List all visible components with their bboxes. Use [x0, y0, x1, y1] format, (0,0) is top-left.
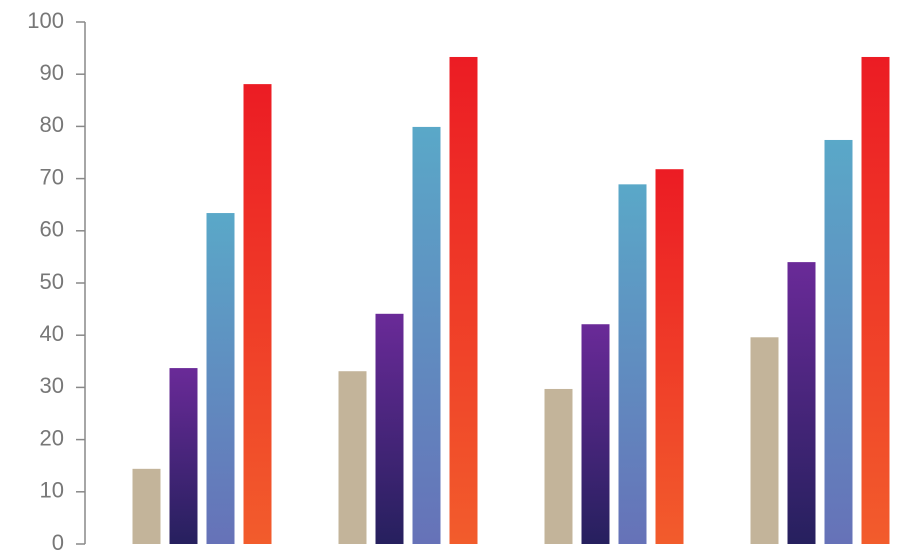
- bar: [655, 169, 684, 545]
- y-tick-label: 0: [52, 530, 64, 555]
- y-tick-label: 10: [40, 478, 64, 503]
- bar: [544, 388, 573, 544]
- bar: [824, 139, 853, 545]
- bar: [412, 126, 441, 544]
- y-tick-label: 20: [40, 425, 64, 450]
- bar: [206, 213, 235, 544]
- bar: [132, 468, 161, 544]
- bar: [375, 313, 404, 544]
- bar: [243, 84, 272, 545]
- bar: [169, 368, 198, 544]
- y-tick-label: 70: [40, 164, 64, 189]
- bar: [787, 262, 816, 544]
- bar: [618, 184, 647, 545]
- y-tick-label: 80: [40, 112, 64, 137]
- y-tick-label: 100: [27, 8, 64, 33]
- bar: [338, 371, 367, 544]
- y-tick-label: 90: [40, 60, 64, 85]
- bar: [861, 56, 890, 544]
- y-tick-label: 50: [40, 269, 64, 294]
- y-tick-label: 40: [40, 321, 64, 346]
- y-tick-label: 30: [40, 373, 64, 398]
- bar: [449, 56, 478, 544]
- bar: [581, 324, 610, 544]
- bar: [750, 337, 779, 544]
- y-tick-label: 60: [40, 217, 64, 242]
